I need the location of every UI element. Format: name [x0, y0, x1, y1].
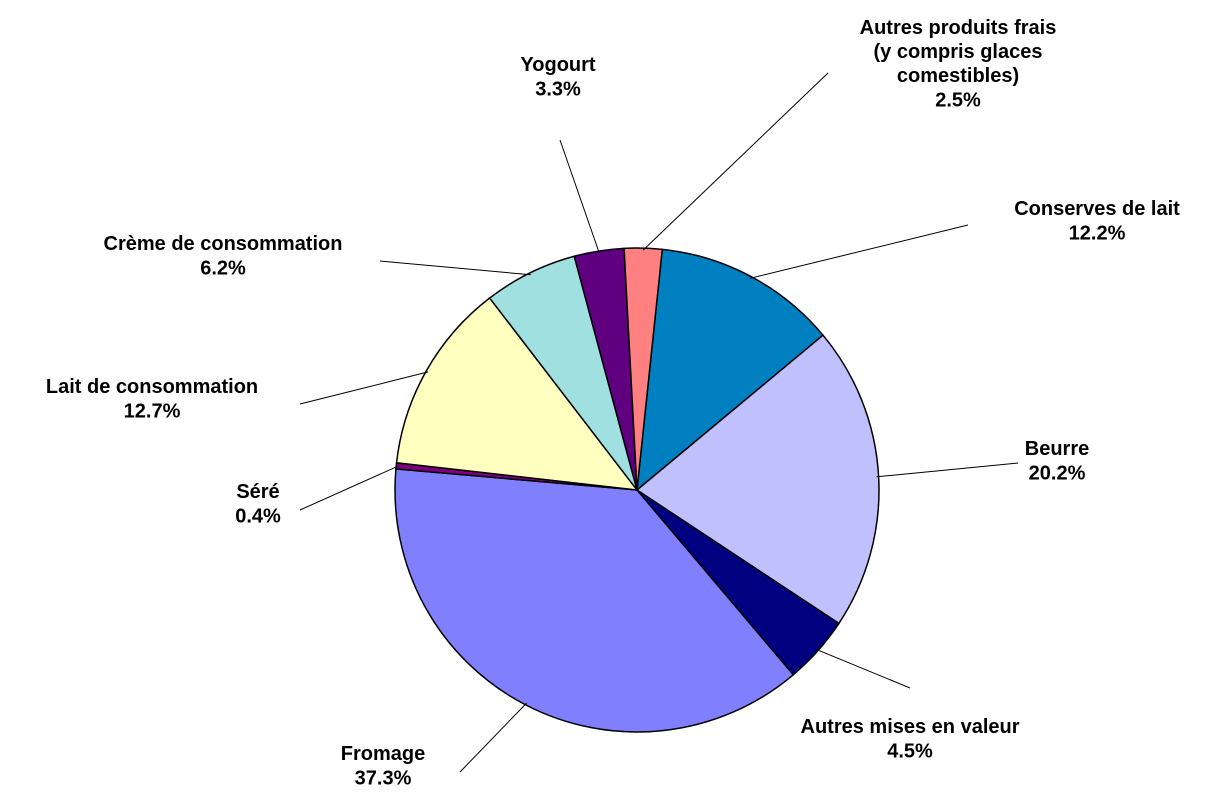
label-line: Autres produits frais: [860, 17, 1057, 39]
leader-line: [299, 465, 399, 511]
slice-label: Autres mises en valeur: [801, 716, 1020, 738]
slice-label: Beurre: [1025, 438, 1089, 460]
leader-line: [459, 702, 527, 773]
slice-label: Lait de consommation: [46, 376, 258, 398]
slice-label: Crème de consommation: [104, 233, 343, 255]
pie-slice: [394, 468, 795, 733]
leader-line: [749, 224, 969, 279]
leader-line: [299, 371, 429, 405]
slice-label: Yogourt: [520, 54, 596, 76]
leader-line: [642, 72, 829, 251]
leader-line: [559, 139, 600, 254]
label-line: Fromage: [341, 743, 425, 765]
pie-slice: [623, 247, 664, 491]
label-line: Yogourt: [520, 54, 596, 76]
value-label: 37.3%: [355, 767, 412, 789]
pie-slice: [395, 296, 639, 491]
value-label: 12.2%: [1069, 222, 1126, 244]
leader-line: [876, 462, 1019, 478]
label-line: Conserves de lait: [1014, 198, 1180, 220]
value-label: 0.4%: [235, 505, 281, 527]
leader-line: [379, 260, 531, 276]
slice-label: Conserves de lait: [1014, 198, 1180, 220]
label-line: comestibles): [897, 65, 1019, 87]
pie-slice: [636, 248, 825, 492]
label-line: Lait de consommation: [46, 376, 258, 398]
value-label: 6.2%: [200, 257, 246, 279]
slice-label: Autres produits frais (y compris glaces co…: [860, 17, 1057, 87]
slice-label: Fromage: [341, 743, 425, 765]
label-line: Crème de consommation: [104, 233, 343, 255]
value-label: 3.3%: [535, 78, 581, 100]
slice-label: Séré: [236, 481, 279, 503]
label-line: (y compris glaces: [874, 41, 1043, 63]
value-label: 4.5%: [887, 740, 933, 762]
value-label: 12.7%: [124, 400, 181, 422]
value-label: 2.5%: [935, 89, 981, 111]
label-line: Beurre: [1025, 438, 1089, 460]
label-line: Séré: [236, 481, 279, 503]
leader-line: [816, 648, 911, 689]
label-line: Autres mises en valeur: [801, 716, 1020, 738]
value-label: 20.2%: [1029, 462, 1086, 484]
